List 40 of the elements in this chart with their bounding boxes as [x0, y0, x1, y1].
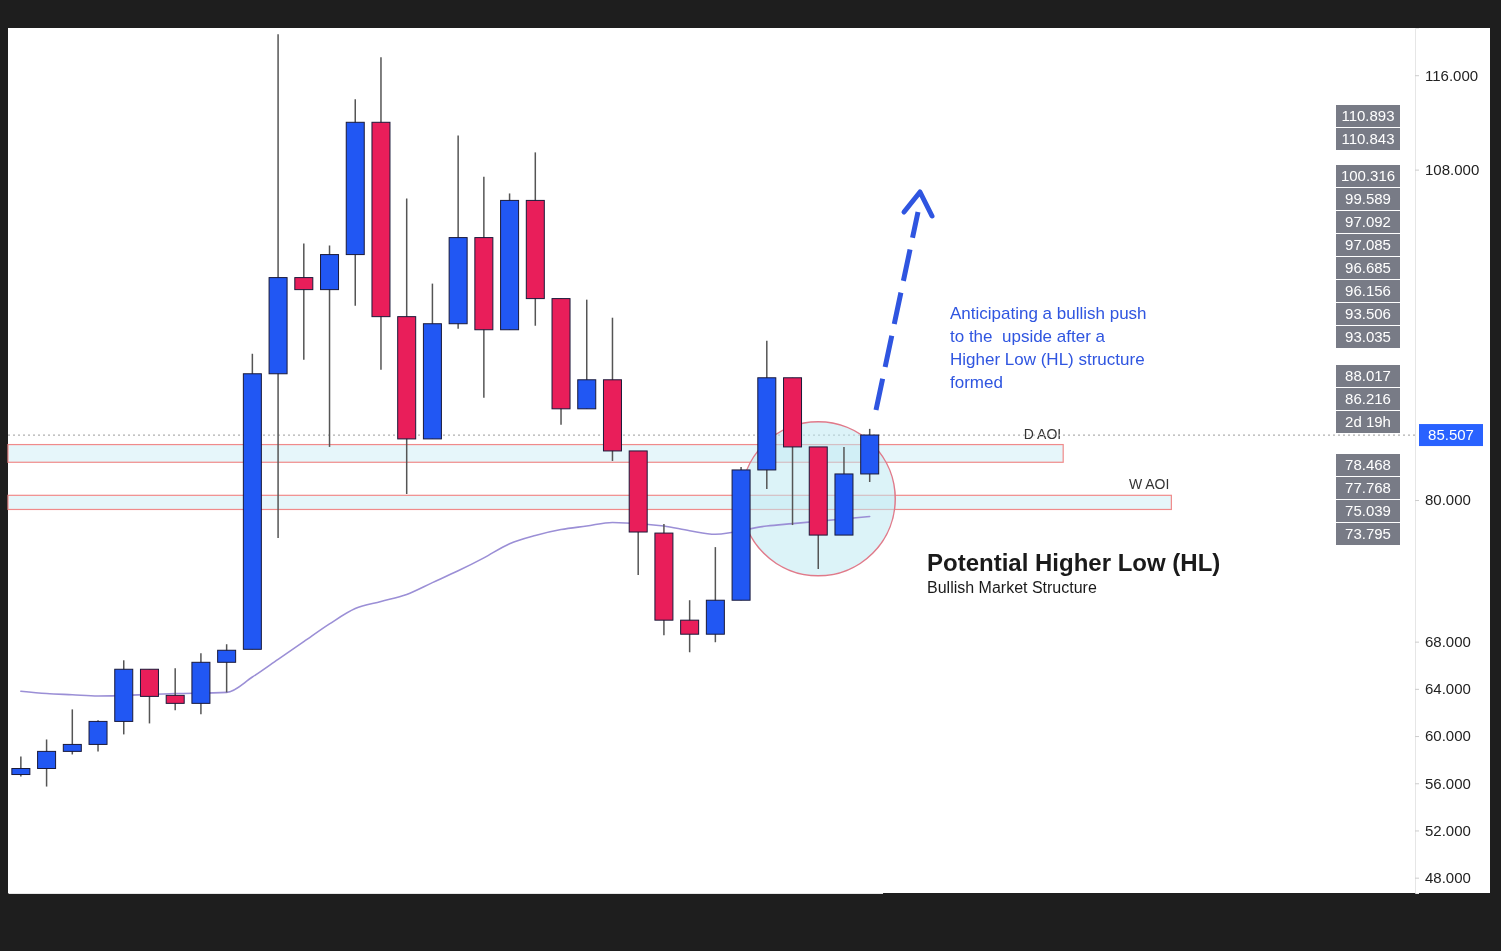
candlestick: [88, 719, 108, 753]
y-tick-label: 116.000: [1425, 66, 1479, 84]
y-tick-label: 60.000: [1425, 727, 1471, 745]
y-tick-label: 48.000: [1425, 868, 1471, 886]
text: 88.017: [1345, 367, 1391, 384]
text: 110.843: [1341, 130, 1395, 147]
text: 97.092: [1345, 213, 1391, 230]
text: Potential Higher Low (HL): [927, 549, 1221, 576]
text: 2d 19h: [1345, 413, 1391, 430]
text: 93.035: [1345, 328, 1391, 345]
text: 86.216: [1345, 390, 1391, 407]
text: 96.156: [1345, 282, 1391, 299]
candlestick: [62, 708, 82, 756]
text: 77.768: [1345, 479, 1391, 496]
y-tick-label: 56.000: [1425, 774, 1471, 792]
text: 110.893: [1341, 107, 1395, 124]
candlestick: [217, 643, 237, 694]
text: 100.316: [1340, 167, 1396, 184]
text: 96.685: [1345, 259, 1391, 276]
candlestick: [37, 738, 57, 788]
y-tick-label: 108.000: [1425, 160, 1480, 178]
band-label: D AOI: [1023, 425, 1062, 442]
text: 73.795: [1345, 525, 1391, 542]
text: 78.468: [1345, 456, 1391, 473]
y-tick-label: 52.000: [1425, 821, 1471, 839]
ref-line-label: 85.507: [1428, 426, 1474, 444]
text: Bullish Market Structure: [927, 579, 1097, 596]
text: 97.085: [1345, 236, 1391, 253]
text: 99.589: [1345, 190, 1391, 207]
y-tick-label: 80.000: [1425, 491, 1471, 509]
y-tick-label: 64.000: [1425, 680, 1471, 698]
candlestick: [294, 242, 314, 361]
band-label: W AOI: [1128, 476, 1170, 493]
text: Anticipating a bullish push to the upside after a Higher Low (HL) structure formed: [950, 304, 1147, 392]
y-tick-label: 68.000: [1425, 632, 1471, 650]
text: 93.506: [1345, 305, 1391, 322]
candlestick: [165, 667, 185, 712]
candlestick: [680, 599, 700, 654]
text: 75.039: [1345, 502, 1391, 519]
candlestick: [11, 755, 31, 778]
